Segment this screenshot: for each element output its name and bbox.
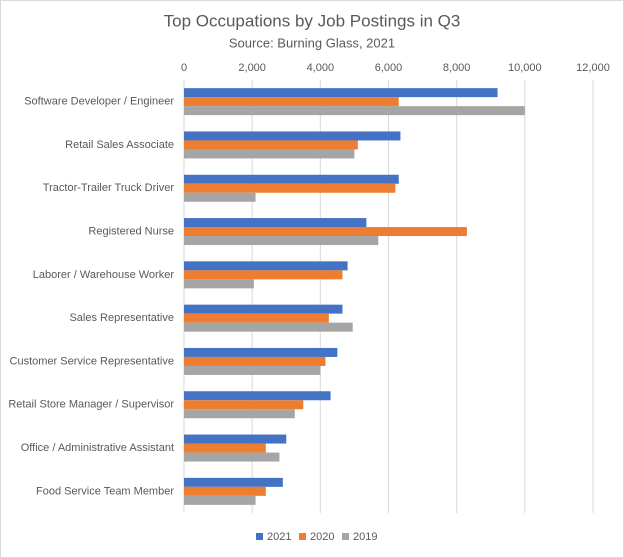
legend-label: 2020 (310, 531, 334, 543)
x-tick-label: 6,000 (375, 62, 403, 74)
bar (184, 322, 353, 332)
x-tick-label: 12,000 (576, 62, 610, 74)
y-tick-label: Office / Administrative Assistant (21, 442, 174, 454)
y-tick-label: Software Developer / Engineer (24, 96, 174, 108)
bar (184, 347, 338, 357)
y-tick-label: Retail Sales Associate (65, 139, 174, 151)
bar (184, 313, 329, 323)
x-tick-label: 2,000 (238, 62, 266, 74)
bar (184, 434, 287, 444)
bar (184, 391, 331, 401)
x-tick-label: 0 (181, 62, 187, 74)
bar (184, 270, 343, 280)
bar (184, 409, 295, 419)
y-tick-label: Laborer / Warehouse Worker (33, 269, 175, 281)
bar (184, 495, 256, 505)
bar (184, 218, 367, 228)
bar (184, 106, 525, 116)
legend-label: 2021 (267, 531, 291, 543)
legend-swatch (256, 533, 263, 540)
bar (184, 304, 343, 314)
bar (184, 486, 266, 496)
bar (184, 236, 379, 246)
legend-label: 2019 (353, 531, 377, 543)
bar (184, 452, 280, 462)
bar (184, 149, 355, 159)
y-tick-label: Food Service Team Member (36, 485, 174, 497)
bar (184, 261, 348, 271)
bar (184, 400, 304, 410)
y-tick-label: Sales Representative (69, 312, 174, 324)
y-tick-label: Retail Store Manager / Supervisor (8, 399, 174, 411)
x-tick-label: 4,000 (307, 62, 335, 74)
chart-subtitle: Source: Burning Glass, 2021 (229, 35, 395, 50)
bar (184, 192, 256, 202)
chart-title: Top Occupations by Job Postings in Q3 (164, 11, 461, 30)
bar (184, 97, 399, 107)
legend-swatch (299, 533, 306, 540)
y-tick-label: Registered Nurse (88, 225, 174, 237)
bar (184, 131, 401, 141)
bar (184, 356, 326, 366)
bar (184, 279, 254, 289)
bar (184, 140, 358, 150)
bar (184, 477, 283, 487)
bar (184, 183, 396, 193)
bar (184, 88, 498, 98)
x-tick-label: 10,000 (508, 62, 542, 74)
bar (184, 365, 321, 375)
bar (184, 443, 266, 453)
y-tick-label: Tractor-Trailer Truck Driver (43, 182, 175, 194)
x-tick-label: 8,000 (443, 62, 471, 74)
legend-swatch (342, 533, 349, 540)
bar (184, 174, 399, 184)
y-tick-label: Customer Service Representative (10, 355, 174, 367)
bar (184, 227, 467, 237)
